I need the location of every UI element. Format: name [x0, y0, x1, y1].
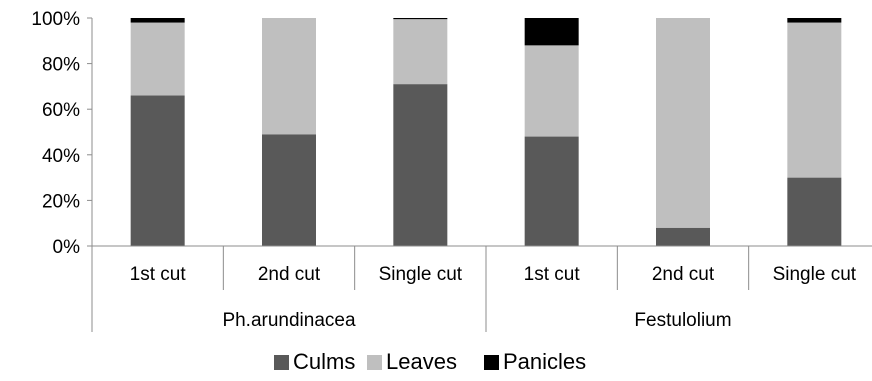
legend-label: Panicles — [503, 349, 586, 374]
legend-swatch-culms — [274, 355, 289, 370]
bar-segment-leaves — [787, 22, 842, 178]
y-tick-label: 60% — [42, 100, 80, 121]
x-category-label: 1st cut — [524, 264, 581, 285]
x-group-label: Festulolium — [634, 310, 731, 331]
x-axis: 1st cut 2nd cut Single cut 1st cut 2nd cut Si… — [91, 245, 872, 332]
bar-segment-leaves — [393, 19, 448, 85]
y-tick-label: 80% — [42, 55, 80, 76]
y-tick-label: 40% — [42, 146, 80, 167]
bar-segment-panicles — [393, 18, 448, 20]
x-category-label: 2nd cut — [652, 264, 715, 285]
bar-segment-leaves — [130, 22, 185, 96]
bar-segment-culms — [656, 227, 710, 246]
bar-segment-culms — [262, 134, 316, 246]
y-axis: 0% 20% 40% 60% 80% 100% — [31, 9, 93, 258]
y-tick-label: 100% — [31, 9, 80, 30]
x-group-label: Ph.arundinacea — [222, 310, 356, 331]
x-category-label: Single cut — [379, 264, 463, 285]
bar-segment-culms — [524, 136, 579, 246]
bar-segment-culms — [130, 95, 185, 247]
x-category-label: 1st cut — [130, 264, 187, 285]
bar-segment-culms — [393, 84, 448, 247]
legend-swatch-leaves — [367, 355, 382, 370]
legend-label: Culms — [293, 349, 355, 374]
x-category-label: 2nd cut — [258, 264, 321, 285]
legend-swatch-panicles — [484, 355, 499, 370]
bar-segment-leaves — [262, 18, 316, 135]
bar-segment-leaves — [524, 45, 579, 137]
legend-label: Leaves — [386, 349, 457, 374]
bar-segment-panicles — [524, 18, 579, 46]
y-tick-label: 0% — [53, 237, 81, 258]
bar-segment-panicles — [130, 18, 185, 23]
x-category-label: Single cut — [773, 264, 857, 285]
y-tick-label: 20% — [42, 191, 80, 212]
bars — [130, 18, 842, 247]
bar-segment-leaves — [656, 18, 710, 228]
bar-segment-culms — [787, 177, 842, 246]
legend: Culms Leaves Panicles — [274, 349, 586, 374]
bar-segment-panicles — [787, 18, 842, 23]
